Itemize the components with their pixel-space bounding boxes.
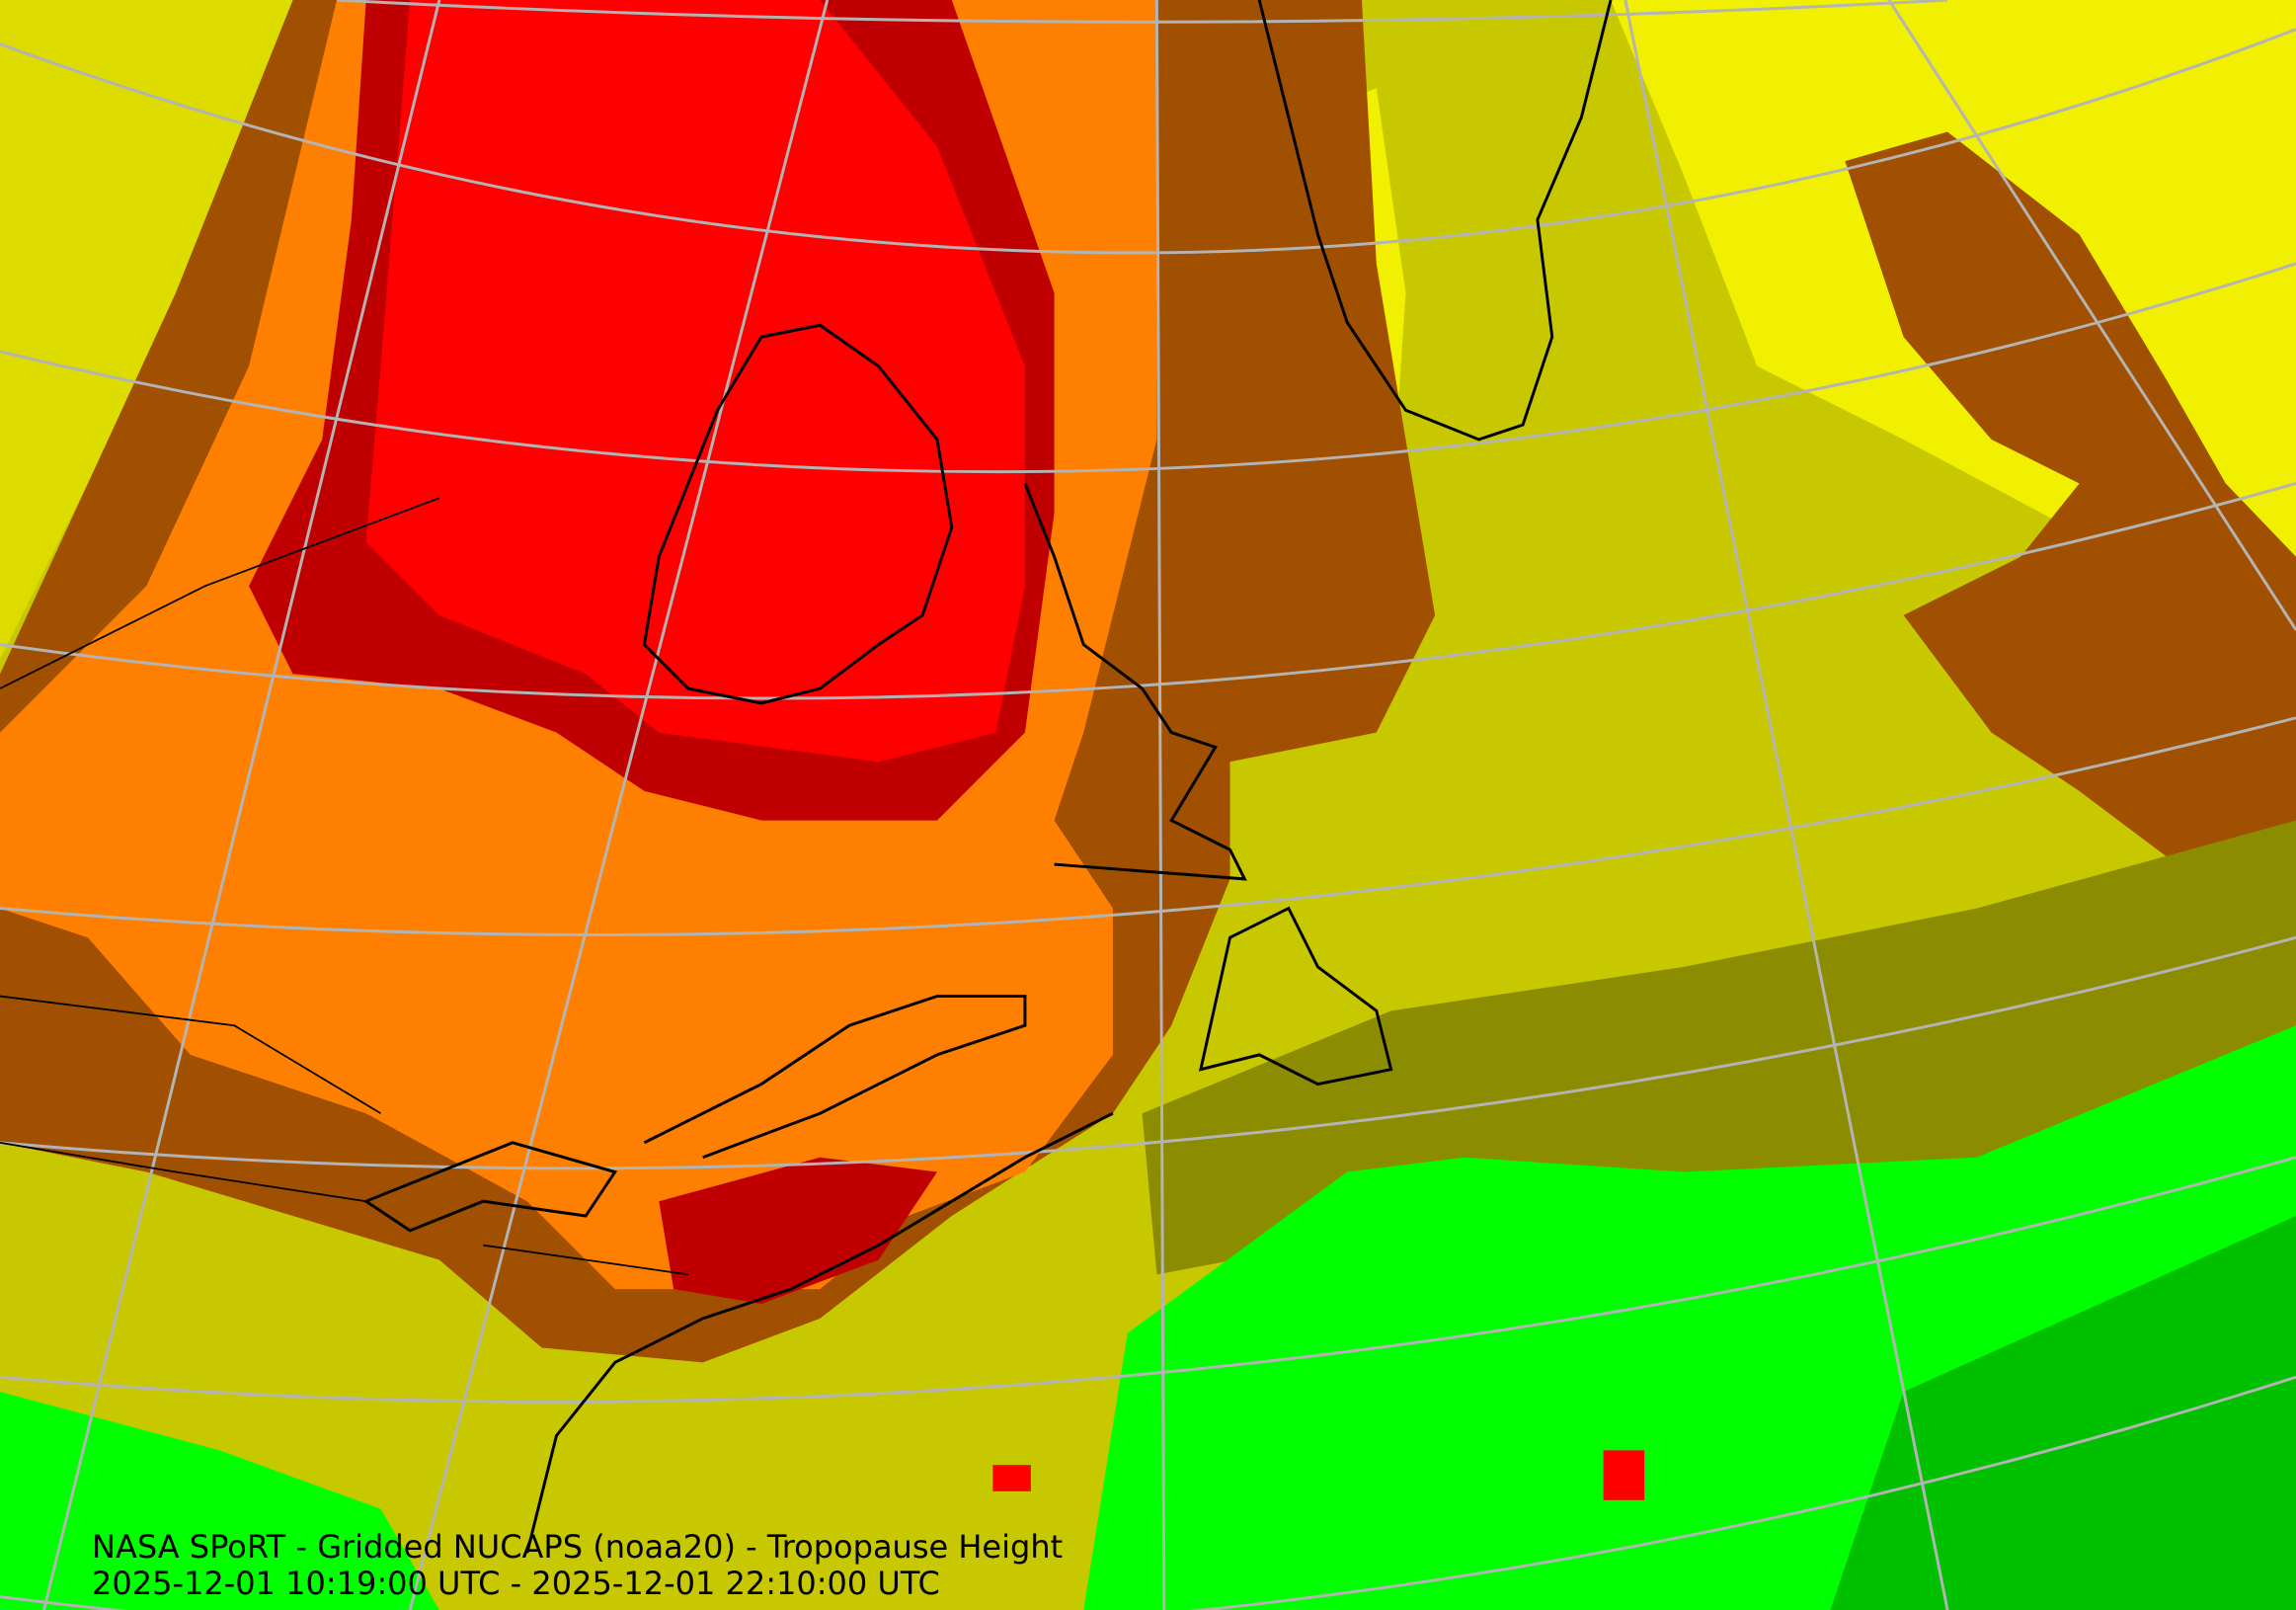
atlantic-coastline	[525, 1111, 1114, 1554]
hudson-bay-coastline	[642, 323, 954, 705]
greenland-coastline	[1257, 0, 1613, 442]
meridian-line	[1623, 0, 1949, 1610]
labrador-coastline	[1023, 482, 1247, 881]
red-pixel	[992, 1465, 1031, 1491]
latitude-line	[0, 716, 2296, 936]
region-dark-olive	[1142, 820, 2296, 1275]
region-green-left	[0, 1392, 439, 1610]
latitude-line	[0, 935, 2296, 1170]
region-red-northeast-us	[659, 1157, 937, 1305]
red-pixel	[1603, 1450, 1645, 1500]
great-lakes-coastline	[362, 1141, 618, 1233]
latitude-line	[336, 0, 1948, 24]
latitude-line	[0, 28, 2296, 255]
map-time-range: 2025-12-01 10:19:00 UTC - 2025-12-01 22:…	[92, 1565, 940, 1602]
map-title: NASA SPoRT - Gridded NUCAPS (noaa20) - T…	[92, 1528, 1064, 1566]
latitude-line	[0, 1375, 2296, 1610]
meridian-line	[1154, 0, 1166, 1610]
meridian-line	[1887, 0, 2296, 631]
meridian-line	[42, 0, 441, 1610]
region-brown-right	[1845, 131, 2296, 938]
region-red	[365, 0, 1025, 763]
newfoundland-coastline	[1198, 906, 1393, 1087]
meridian-line	[408, 0, 830, 1610]
coastlines	[0, 0, 1613, 1554]
latitude-line	[0, 1156, 2296, 1404]
latitude-line	[0, 482, 2296, 700]
region-dark-green	[1830, 1216, 2296, 1610]
st-lawrence-coastline	[643, 995, 1027, 1160]
latitude-line	[0, 262, 2296, 474]
border-line	[0, 497, 689, 1276]
